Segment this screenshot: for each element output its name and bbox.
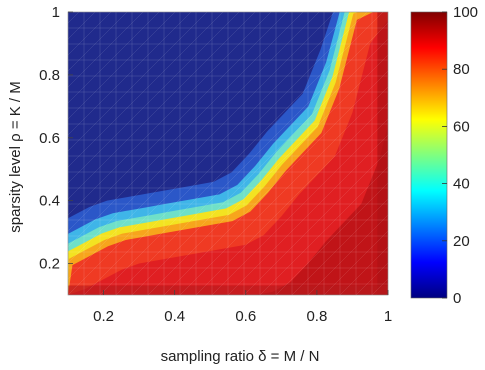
mesh-line bbox=[468, 0, 485, 295]
mesh-line bbox=[68, 12, 224, 168]
mesh-line bbox=[147, 54, 388, 295]
heatmap-bands bbox=[68, 12, 388, 295]
mesh-line bbox=[227, 134, 388, 295]
colorbar-tick-label: 0 bbox=[453, 290, 461, 307]
mesh-line bbox=[68, 12, 176, 120]
y-tick-label: 0.8 bbox=[39, 67, 60, 84]
x-tick-label: 0.8 bbox=[306, 308, 327, 325]
mesh-line bbox=[68, 12, 160, 104]
x-tick-label: 0.4 bbox=[164, 308, 185, 325]
mesh-line bbox=[68, 12, 320, 264]
colorbar-tick-label: 20 bbox=[453, 233, 470, 250]
mesh-line bbox=[195, 102, 388, 295]
mesh-line bbox=[68, 12, 240, 184]
heatmap-band-7 bbox=[68, 125, 388, 295]
colorbar-tick-label: 60 bbox=[453, 118, 470, 135]
heatmap-bottom-strip bbox=[68, 285, 388, 295]
mesh-line bbox=[131, 38, 388, 295]
heatmap-band-6 bbox=[68, 19, 388, 295]
x-axis-ticks: 0.2 0.4 0.6 0.8 1 bbox=[93, 290, 392, 325]
mesh-line bbox=[68, 12, 304, 248]
mesh-line bbox=[179, 86, 388, 295]
y-tick-label: 0.6 bbox=[39, 130, 60, 147]
colorbar-tick-label: 100 bbox=[453, 4, 478, 21]
mesh-line bbox=[83, 12, 368, 295]
mesh-line bbox=[68, 12, 336, 280]
colorbar-gradient bbox=[410, 11, 448, 299]
heatmap-plot-area bbox=[67, 0, 485, 296]
colorbar: 0 20 40 60 80 100 bbox=[410, 4, 478, 307]
y-axis-ticks: 0.2 0.4 0.6 0.8 1 bbox=[39, 4, 73, 273]
mesh-line bbox=[452, 0, 485, 295]
y-tick-label: 0.4 bbox=[39, 193, 60, 210]
y-tick-label: 0.2 bbox=[39, 256, 60, 273]
colorbar-ticks: 0 20 40 60 80 100 bbox=[442, 4, 478, 307]
mesh-line bbox=[68, 12, 208, 152]
x-tick-label: 0.6 bbox=[235, 308, 256, 325]
mesh-line bbox=[99, 12, 384, 295]
colorbar-tick-label: 40 bbox=[453, 176, 470, 193]
mesh-line bbox=[68, 12, 352, 295]
plot-frame bbox=[67, 11, 389, 296]
heatmap-edge-strip bbox=[377, 12, 388, 295]
mesh-line bbox=[68, 12, 112, 56]
mesh-line bbox=[68, 12, 192, 136]
mesh-line bbox=[68, 12, 128, 72]
mesh-line bbox=[323, 230, 388, 295]
mesh-line bbox=[68, 12, 288, 232]
mesh-line bbox=[243, 150, 388, 295]
mesh-line bbox=[259, 166, 388, 295]
mesh-line bbox=[115, 22, 388, 295]
colorbar-tick-label: 80 bbox=[453, 61, 470, 78]
mesh-line bbox=[68, 12, 144, 88]
mesh-line bbox=[275, 182, 388, 295]
y-axis-label: sparsity level ρ = K / M bbox=[7, 81, 24, 233]
y-tick-label: 1 bbox=[52, 4, 60, 21]
x-tick-label: 1 bbox=[384, 308, 392, 325]
x-axis-label: sampling ratio δ = M / N bbox=[161, 348, 320, 365]
mesh-line bbox=[211, 118, 388, 295]
mesh-line bbox=[68, 12, 272, 216]
mesh-line bbox=[163, 70, 388, 295]
heatmap-mesh-lines bbox=[68, 0, 485, 295]
mesh-line bbox=[291, 198, 388, 295]
x-tick-label: 0.2 bbox=[93, 308, 114, 325]
mesh-line bbox=[307, 214, 388, 295]
mesh-line bbox=[68, 12, 256, 200]
